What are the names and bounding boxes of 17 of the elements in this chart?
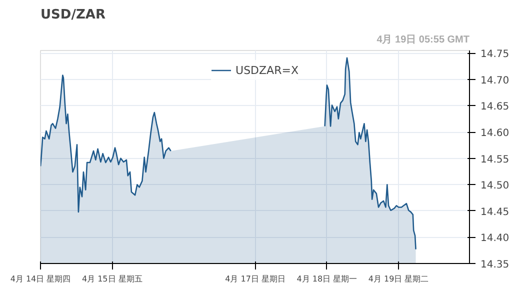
y-tick-label: 14.35 — [480, 260, 510, 270]
x-tick-label: 4月 15日 星期五 — [82, 274, 142, 284]
y-tick-label: 14.50 — [480, 180, 510, 192]
y-tick-label: 14.55 — [480, 154, 510, 166]
y-tick-label: 14.70 — [480, 75, 510, 86]
text: 4月 19日 05:55 GMT — [376, 34, 470, 46]
x-tick-label: 4月 19日 星期二 — [368, 274, 429, 284]
x-tick-label: 4月 18日 星期一 — [296, 274, 358, 284]
y-tick-label: 14.45 — [480, 206, 510, 218]
y-tick-label: 14.60 — [480, 128, 510, 140]
y-tick-label: 14.65 — [480, 102, 510, 113]
x-tick-label: 4月 17日 星期日 — [225, 274, 286, 284]
chart-title: USD/ZAR — [40, 8, 106, 22]
legend-label: USDZAR=X — [236, 64, 298, 76]
x-tick-label: 4月 14日 星期四 — [10, 274, 71, 284]
y-tick-label: 14.75 — [480, 49, 510, 60]
y-tick-label: 14.40 — [480, 233, 510, 244]
